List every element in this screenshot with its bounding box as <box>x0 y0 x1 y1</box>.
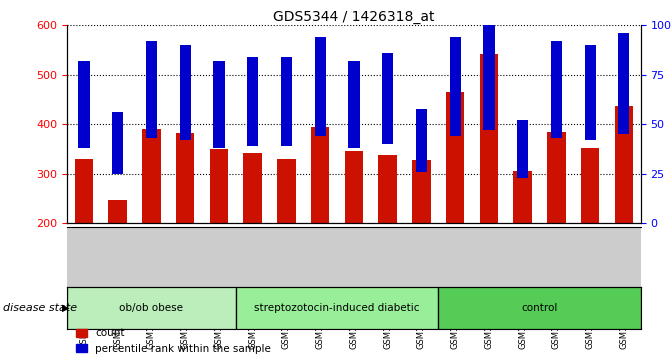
Bar <box>412 160 431 223</box>
Bar <box>109 200 127 223</box>
Text: control: control <box>521 303 558 313</box>
Bar <box>513 171 532 223</box>
Bar <box>348 61 360 148</box>
Bar <box>345 151 363 223</box>
Text: disease state: disease state <box>3 303 77 313</box>
Bar <box>483 25 495 130</box>
Text: ▶: ▶ <box>62 303 69 313</box>
Title: GDS5344 / 1426318_at: GDS5344 / 1426318_at <box>273 11 435 24</box>
Text: ob/ob obese: ob/ob obese <box>119 303 183 313</box>
Bar <box>584 45 596 140</box>
Bar <box>615 106 633 223</box>
Bar <box>547 132 566 223</box>
Legend: count, percentile rank within the sample: count, percentile rank within the sample <box>72 324 275 358</box>
Bar <box>315 37 326 136</box>
Bar <box>311 127 329 223</box>
Bar <box>67 287 236 329</box>
Bar <box>142 129 161 223</box>
Bar <box>551 41 562 138</box>
Bar <box>450 37 461 136</box>
Bar <box>180 45 191 140</box>
Bar <box>480 54 499 223</box>
Bar <box>112 113 123 174</box>
Bar <box>74 159 93 223</box>
Bar <box>277 159 296 223</box>
Bar <box>236 287 438 329</box>
Bar <box>446 92 464 223</box>
Bar <box>281 57 292 146</box>
Bar <box>619 33 629 134</box>
Bar <box>581 148 599 223</box>
Bar <box>176 133 195 223</box>
Text: streptozotocin-induced diabetic: streptozotocin-induced diabetic <box>254 303 420 313</box>
Bar <box>146 41 157 138</box>
Bar <box>382 53 393 144</box>
Bar <box>378 155 397 223</box>
Bar <box>244 153 262 223</box>
Bar <box>416 109 427 172</box>
Bar <box>247 57 258 146</box>
Bar <box>213 61 225 148</box>
Bar <box>517 121 528 178</box>
Bar <box>79 61 89 148</box>
Bar <box>438 287 641 329</box>
Bar <box>209 149 228 223</box>
